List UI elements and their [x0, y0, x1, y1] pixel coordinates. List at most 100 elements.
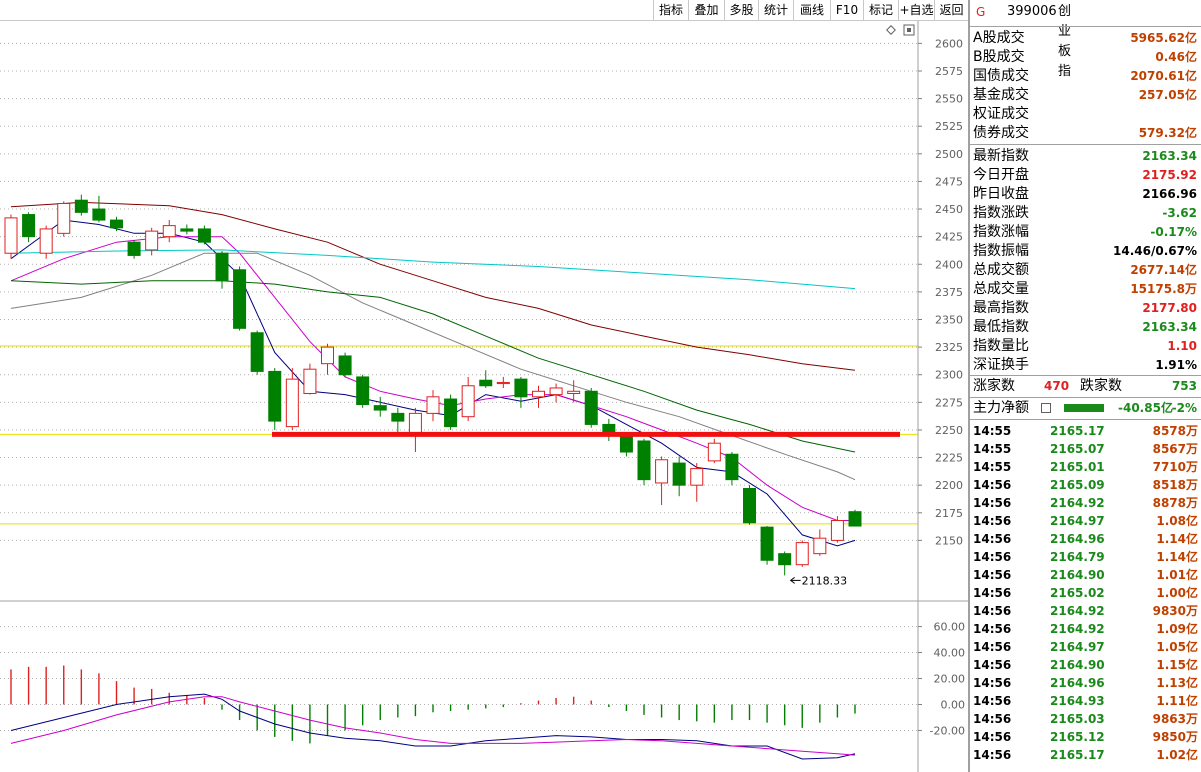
tick-volume: 9830万: [1152, 604, 1198, 618]
candle-body: [830, 520, 844, 541]
candle-body: [584, 390, 598, 425]
tick-price: 2164.79: [1050, 550, 1105, 564]
toolbar-button[interactable]: 多股: [724, 0, 758, 20]
tick-row: 14:56 2165.17 1.02亿: [970, 746, 1201, 764]
candle-body: [373, 405, 387, 411]
candle-body: [303, 368, 317, 394]
stat-row: 最低指数 2163.34: [970, 318, 1201, 337]
toolbar-button[interactable]: F10: [830, 0, 863, 20]
dif-line: [10, 693, 856, 760]
netflow-pct: -2%: [1171, 401, 1197, 415]
candle-body: [250, 332, 264, 372]
stat-value: 2175.92: [1142, 168, 1197, 182]
stat-label: 昨日收盘: [973, 186, 1029, 202]
moving-average-line: [10, 252, 856, 481]
stat-row: 最新指数 2163.34: [970, 147, 1201, 166]
tick-time: 14:55: [973, 424, 1012, 438]
price-tick-label: 2200: [935, 479, 963, 492]
tick-price: 2165.17: [1050, 748, 1105, 762]
toolbar-button[interactable]: +自选: [898, 0, 934, 20]
tick-price: 2164.90: [1050, 658, 1105, 672]
toolbar-button[interactable]: 标记: [863, 0, 898, 20]
tick-volume: 1.15亿: [1156, 658, 1198, 672]
netflow-bar: [1064, 404, 1104, 412]
tick-price: 2164.96: [1050, 532, 1105, 546]
candle-body: [496, 381, 510, 385]
tick-time: 14:56: [973, 586, 1012, 600]
candle-body: [619, 434, 633, 453]
candle-body: [145, 230, 159, 251]
volume-value: 0.46亿: [1155, 50, 1197, 64]
price-tick-label: 2375: [935, 286, 963, 299]
price-tick-label: 2275: [935, 396, 963, 409]
volume-row: 国债成交 2070.61亿: [970, 67, 1201, 86]
tick-time: 14:56: [973, 568, 1012, 582]
candle-body: [215, 252, 229, 282]
tick-price: 2165.07: [1050, 442, 1105, 456]
candle-body: [233, 269, 247, 329]
volume-value: 257.05亿: [1138, 88, 1197, 102]
stat-row: 总成交额 2677.14亿: [970, 261, 1201, 280]
candle-body: [391, 412, 405, 422]
price-tick-label: 2175: [935, 507, 963, 520]
stat-value: 2177.80: [1142, 301, 1197, 315]
candle-body: [760, 526, 774, 561]
kline-chart[interactable]: 2118.33 2600 2575 2550 2525 2500 2475 2450 2425…: [0, 21, 968, 772]
tick-volume: 1.11亿: [1156, 694, 1198, 708]
toolbar-button[interactable]: 指标: [653, 0, 688, 20]
tick-price: 2164.90: [1050, 568, 1105, 582]
volume-row: 基金成交 257.05亿: [970, 86, 1201, 105]
candle-body: [514, 378, 528, 398]
up-value: 470: [1044, 379, 1070, 393]
moving-average-line: [10, 219, 856, 547]
index-name: 创业板指: [1058, 4, 1072, 79]
candle-body: [655, 459, 669, 484]
stat-label: 指数涨幅: [973, 224, 1029, 240]
candle-body: [285, 378, 299, 428]
tick-row: 14:56 2164.96 1.13亿: [970, 674, 1201, 692]
volume-row: B股成交 0.46亿: [970, 48, 1201, 67]
price-tick-label: 2475: [935, 175, 963, 188]
tick-row: 14:56 2164.90 1.15亿: [970, 656, 1201, 674]
stat-label: 指数量比: [973, 338, 1029, 354]
volume-label: 国债成交: [973, 68, 1029, 84]
tick-price: 2164.92: [1050, 622, 1105, 636]
volume-label: A股成交: [973, 30, 1025, 46]
stat-label: 最新指数: [973, 148, 1029, 164]
candle-body: [743, 487, 756, 524]
tick-row: 14:56 2164.92 1.09亿: [970, 620, 1201, 638]
toolbar-button[interactable]: 画线: [793, 0, 830, 20]
price-tick-label: 2550: [935, 93, 963, 106]
stat-value: 15175.8万: [1130, 282, 1197, 296]
stat-value: 2163.34: [1142, 320, 1197, 334]
tick-volume: 7710万: [1152, 460, 1198, 474]
divider: [970, 375, 1201, 376]
tick-time: 14:56: [973, 550, 1012, 564]
toolbar-button[interactable]: 返回: [934, 0, 968, 20]
osc-tick-label: 20.00: [934, 673, 966, 686]
volume-row: A股成交 5965.62亿: [970, 29, 1201, 48]
mode-icon[interactable]: [886, 25, 896, 35]
candle-body: [778, 553, 792, 566]
tick-time: 14:56: [973, 748, 1012, 762]
low-marker-label: 2118.33: [802, 574, 848, 587]
toolbar-button[interactable]: 统计: [758, 0, 793, 20]
toolbar-button[interactable]: 叠加: [688, 0, 724, 20]
stat-label: 最低指数: [973, 319, 1029, 335]
divider: [970, 144, 1201, 145]
moving-average-line: [10, 280, 856, 453]
candle-body: [426, 396, 440, 414]
candle-body: [4, 217, 18, 254]
candle-body: [57, 203, 71, 234]
list-icon[interactable]: [1041, 403, 1051, 413]
price-tick-label: 2525: [935, 120, 963, 133]
tick-price: 2164.97: [1050, 514, 1105, 528]
stat-value: 2166.96: [1142, 187, 1197, 201]
price-tick-label: 2250: [935, 424, 963, 437]
tick-price: 2164.96: [1050, 676, 1105, 690]
tick-time: 14:56: [973, 730, 1012, 744]
tick-row: 14:56 2164.97 1.08亿: [970, 512, 1201, 530]
tick-time: 14:56: [973, 604, 1012, 618]
tick-price: 2165.03: [1050, 712, 1105, 726]
stat-value: 2677.14亿: [1130, 263, 1197, 277]
